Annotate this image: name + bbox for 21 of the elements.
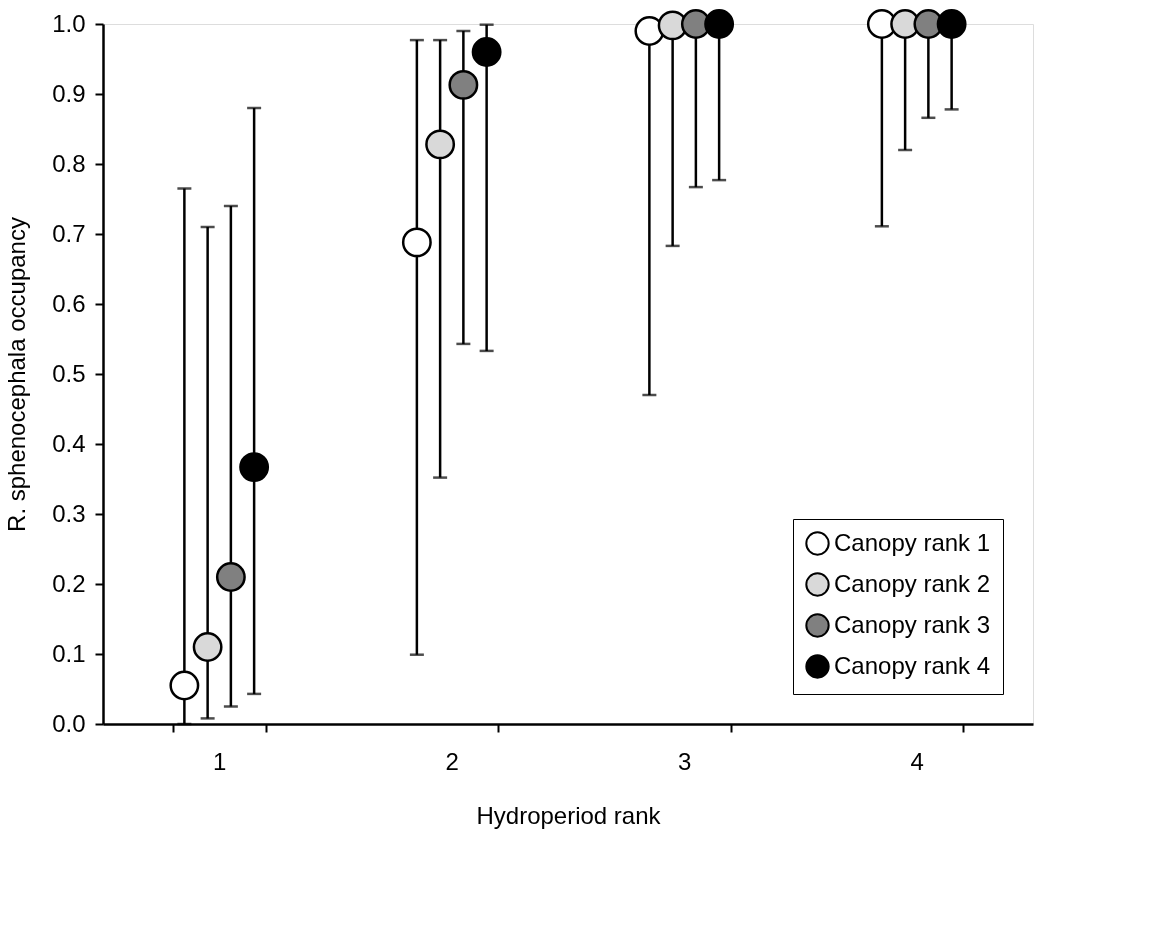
y-tick-label: 0.4 (52, 429, 86, 457)
y-tick-label: 0.0 (52, 709, 86, 737)
y-tick-label: 0.6 (52, 289, 86, 317)
x-axis-title: Hydroperiod rank (476, 801, 662, 829)
y-tick-label: 0.2 (52, 569, 86, 597)
y-axis-title: R. sphenocephala occupancy (3, 217, 31, 532)
x-tick-label: 4 (910, 747, 924, 775)
y-tick-label: 0.8 (52, 149, 86, 177)
legend-label: Canopy rank 4 (834, 651, 991, 679)
y-tick-label: 0.1 (52, 639, 86, 667)
y-tick-label: 0.9 (52, 79, 86, 107)
x-tick-label: 1 (213, 747, 227, 775)
y-tick-label: 0.3 (52, 499, 86, 527)
legend-label: Canopy rank 3 (834, 610, 991, 638)
y-tick-label: 1.0 (52, 9, 86, 37)
x-tick-label: 3 (678, 747, 692, 775)
legend-label: Canopy rank 2 (834, 569, 991, 597)
x-tick-label: 2 (445, 747, 459, 775)
legend-label: Canopy rank 1 (834, 528, 991, 556)
y-tick-label: 0.5 (52, 359, 86, 387)
y-tick-label: 0.7 (52, 219, 86, 247)
